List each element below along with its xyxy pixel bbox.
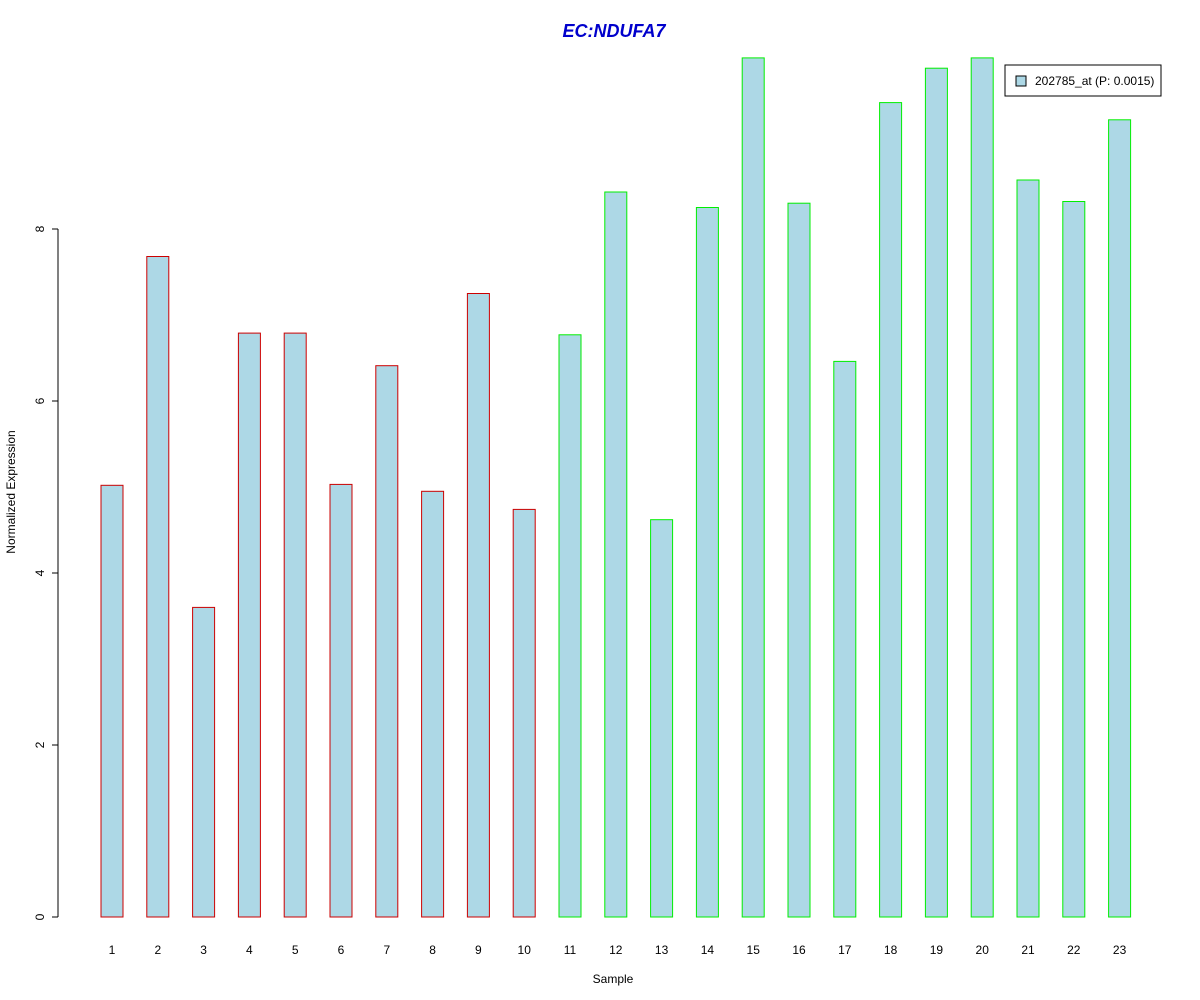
x-tick-label: 11 [564,943,577,957]
x-tick-labels: 1 2 3 4 5 6 7 8 9 10 11 12 13 14 15 16 17 18 19 20 21 22 23 [109,943,1127,957]
bar-sample-9 [466,293,490,918]
x-tick-label: 2 [154,943,161,957]
x-tick-label: 1 [109,943,116,957]
bar-sample-19 [924,67,948,918]
bars-group [100,57,1132,918]
bar-sample-22 [1062,201,1086,918]
legend-swatch [1015,75,1027,87]
x-tick-label: 20 [976,943,990,957]
bar-sample-11 [558,334,582,918]
x-tick-label: 7 [383,943,390,957]
y-axis: 0 2 4 6 8 [33,225,59,920]
chart-title: EC:NDUFA7 [562,21,666,41]
x-tick-label: 4 [246,943,253,957]
x-tick-label: 9 [475,943,482,957]
x-tick-label: 17 [838,943,852,957]
x-tick-label: 13 [655,943,669,957]
bar-sample-12 [604,191,628,918]
x-tick-label: 15 [747,943,761,957]
bar-sample-21 [1016,179,1040,918]
x-tick-label: 6 [338,943,345,957]
x-tick-label: 3 [200,943,207,957]
legend-box [1004,64,1162,97]
bar-sample-20 [970,57,994,918]
bar-sample-10 [512,508,536,918]
bar-sample-6 [329,483,353,918]
x-tick-label: 14 [701,943,715,957]
y-tick-label: 8 [33,225,47,232]
y-tick-label: 2 [33,741,47,748]
x-tick-label: 18 [884,943,898,957]
x-tick-label: 10 [518,943,532,957]
bar-sample-8 [421,490,445,918]
legend: 202785_at (P: 0.0015) [1004,64,1162,97]
bar-sample-18 [879,102,903,918]
x-tick-label: 5 [292,943,299,957]
bar-sample-13 [650,519,674,918]
bar-sample-5 [283,332,307,918]
bar-sample-23 [1108,119,1132,918]
bar-sample-14 [695,207,719,918]
y-axis-label: Normalized Expression [4,430,18,553]
x-axis-label: Sample [593,972,634,986]
x-tick-label: 19 [930,943,944,957]
bar-sample-7 [375,365,399,918]
bar-sample-3 [192,606,216,918]
y-tick-label: 0 [33,913,47,920]
x-tick-label: 21 [1021,943,1035,957]
legend-entry-label: 202785_at (P: 0.0015) [1035,74,1154,88]
x-tick-label: 23 [1113,943,1127,957]
x-tick-label: 12 [609,943,623,957]
bar-sample-2 [146,256,170,918]
x-tick-label: 22 [1067,943,1081,957]
x-tick-label: 8 [429,943,436,957]
y-tick-label: 6 [33,397,47,404]
x-tick-label: 16 [792,943,806,957]
y-tick-label: 4 [33,569,47,576]
bar-sample-4 [237,332,261,918]
bar-sample-15 [741,57,765,918]
bar-sample-17 [833,360,857,918]
bar-sample-16 [787,202,811,918]
bar-sample-1 [100,484,124,918]
